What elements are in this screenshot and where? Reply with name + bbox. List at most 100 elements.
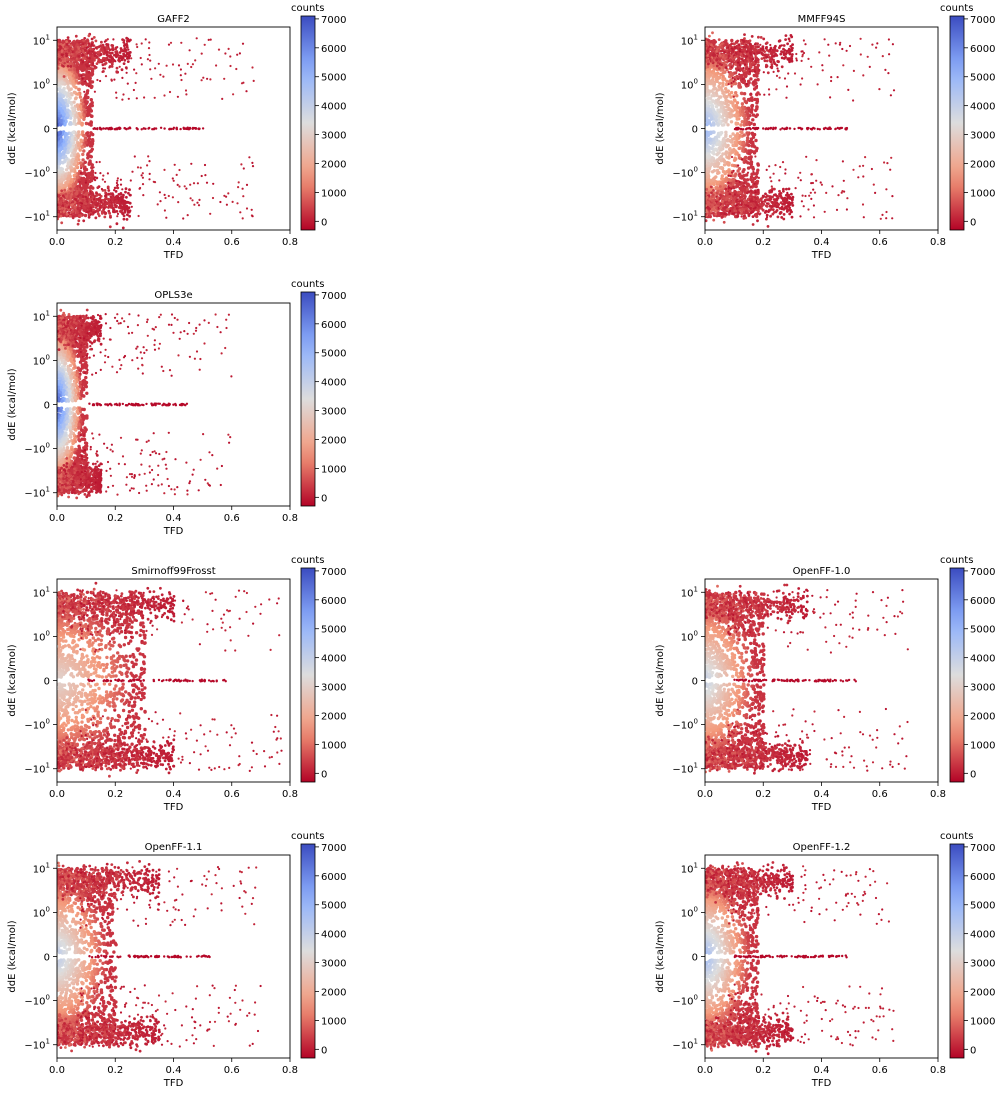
band-point <box>100 41 103 44</box>
density-point <box>84 185 87 188</box>
density-point <box>719 131 722 134</box>
outlier-point <box>246 207 248 209</box>
band-point <box>718 38 721 41</box>
density-point <box>60 167 63 170</box>
band-point <box>84 57 87 60</box>
density-point <box>719 166 722 169</box>
band-point <box>722 56 725 59</box>
band-point <box>752 223 755 226</box>
density-point <box>712 100 715 103</box>
band-point <box>734 63 737 66</box>
density-point <box>65 168 68 171</box>
outlier-point <box>162 76 164 78</box>
band-point <box>791 204 794 207</box>
outlier-point <box>79 202 81 204</box>
band-point <box>98 214 101 217</box>
outlier-point <box>185 89 187 91</box>
outlier-point <box>96 79 98 81</box>
outlier-point <box>126 67 128 69</box>
band-point <box>781 65 784 68</box>
outlier-point <box>204 174 206 176</box>
density-point <box>751 179 754 182</box>
density-point <box>724 87 727 90</box>
band-point <box>112 197 115 200</box>
outlier-point <box>135 82 137 84</box>
band-point <box>59 45 62 48</box>
outlier-point <box>115 97 117 99</box>
outlier-point <box>80 205 82 207</box>
band-point <box>112 207 115 210</box>
density-point <box>732 104 735 107</box>
band-point <box>736 40 739 43</box>
outlier-point <box>168 44 170 46</box>
band-point <box>780 50 783 53</box>
band-point <box>101 45 104 48</box>
band-point <box>98 193 101 196</box>
outlier-point <box>172 196 174 198</box>
band-point <box>755 58 758 61</box>
band-point <box>108 198 111 201</box>
density-point <box>741 102 744 105</box>
band-point <box>713 64 716 67</box>
band-point <box>116 222 119 225</box>
outlier-point <box>219 201 221 203</box>
outlier-point <box>102 175 104 177</box>
band-point <box>76 43 79 46</box>
band-point <box>118 57 121 60</box>
band-point <box>712 40 715 43</box>
outlier-point <box>158 63 160 65</box>
density-point <box>724 184 727 187</box>
density-point <box>735 135 738 138</box>
outlier-point <box>143 96 145 98</box>
band-point <box>60 189 63 192</box>
outlier-point <box>223 195 225 197</box>
band-point <box>64 48 67 51</box>
band-point <box>126 46 129 49</box>
density-point <box>716 88 719 91</box>
density-point <box>74 114 77 117</box>
band-point <box>785 34 788 37</box>
density-point <box>730 39 733 42</box>
density-point <box>62 106 65 109</box>
colorbar-tick-label: 7000 <box>321 15 346 26</box>
outlier-point <box>236 54 238 56</box>
band-point <box>61 40 64 43</box>
density-point <box>79 67 82 70</box>
density-point <box>76 176 79 179</box>
outlier-point <box>154 67 156 69</box>
density-point <box>752 83 755 86</box>
outlier-point <box>193 204 195 206</box>
outlier-point <box>190 66 192 68</box>
x-tick-label: 0.6 <box>224 237 240 248</box>
band-point <box>750 47 753 50</box>
band-point <box>104 189 107 192</box>
band-point <box>757 36 760 39</box>
band-point <box>83 37 86 40</box>
outlier-point <box>190 163 192 165</box>
density-point <box>721 123 724 126</box>
density-point <box>72 131 75 134</box>
outlier-point <box>242 82 244 84</box>
outlier-point <box>218 49 220 51</box>
outlier-point <box>79 186 81 188</box>
outlier-point <box>198 199 200 201</box>
band-point <box>93 36 96 39</box>
band-point <box>790 34 793 37</box>
band-point <box>104 192 107 195</box>
density-point <box>77 155 80 158</box>
outlier-point <box>212 197 214 199</box>
density-point <box>77 88 80 91</box>
band-point <box>750 55 753 58</box>
band-point <box>122 53 125 56</box>
band-point <box>772 61 775 64</box>
density-point <box>714 148 717 151</box>
band-point <box>86 38 89 41</box>
band-point <box>103 216 106 219</box>
outlier-point <box>229 55 231 57</box>
band-point <box>126 218 129 221</box>
density-point <box>755 107 758 110</box>
band-point <box>783 44 786 47</box>
density-point <box>727 108 730 111</box>
outlier-point <box>94 172 96 174</box>
density-point <box>750 163 753 166</box>
